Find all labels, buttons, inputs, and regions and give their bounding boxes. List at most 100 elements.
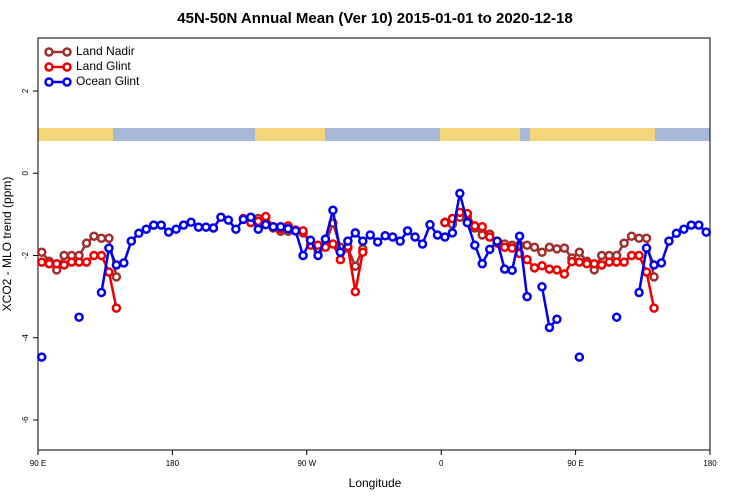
x-tick-label: 180	[166, 459, 180, 468]
data-point	[611, 312, 622, 322]
data-point	[641, 233, 652, 243]
data-point	[290, 226, 301, 236]
data-point	[81, 238, 92, 248]
data-point	[74, 312, 84, 322]
data-point	[417, 239, 428, 249]
data-point	[208, 223, 219, 233]
data-point	[111, 303, 122, 313]
data-point	[477, 230, 488, 240]
data-point	[484, 244, 495, 255]
data-point	[134, 228, 144, 239]
data-point	[671, 228, 682, 239]
data-point	[626, 231, 637, 241]
x-axis-label: Longitude	[349, 476, 402, 490]
data-point	[619, 257, 629, 267]
x-tick-label: 90 E	[30, 459, 46, 468]
data-point	[104, 233, 114, 243]
data-point	[246, 212, 256, 223]
data-point	[268, 221, 278, 232]
data-point	[649, 303, 659, 313]
data-point	[567, 256, 577, 267]
y-axis-label: XCO2 - MLO trend (ppm)	[0, 177, 14, 312]
data-point	[634, 250, 644, 261]
data-point	[574, 352, 585, 362]
land-strip	[255, 128, 325, 141]
data-point	[96, 233, 107, 243]
data-point	[238, 214, 249, 225]
data-point	[44, 258, 54, 269]
x-tick-label: 180	[703, 459, 717, 468]
data-point	[171, 224, 181, 234]
data-point	[574, 247, 585, 257]
data-point	[283, 224, 293, 234]
data-point	[440, 232, 450, 242]
data-point	[470, 221, 480, 231]
data-point	[694, 220, 704, 230]
x-tick-label: 90 E	[567, 459, 583, 468]
data-point	[507, 243, 517, 253]
data-point	[96, 250, 107, 261]
data-point	[81, 257, 92, 267]
data-point	[462, 217, 473, 228]
series-line	[41, 211, 656, 309]
y-tick-label: -4	[21, 334, 30, 342]
data-point	[499, 264, 510, 274]
data-point	[320, 234, 331, 244]
data-point	[395, 236, 405, 246]
data-point	[559, 269, 570, 279]
data-point	[328, 205, 338, 216]
data-point	[582, 258, 592, 269]
data-point	[649, 272, 659, 282]
legend-swatch-marker	[44, 47, 54, 57]
x-tick-label: 0	[439, 459, 444, 468]
data-point	[36, 247, 47, 257]
data-point	[455, 188, 465, 199]
x-tick-label: 90 W	[297, 459, 316, 468]
data-point	[492, 236, 502, 246]
data-point	[111, 260, 122, 270]
legend-label: Land Nadir	[76, 44, 135, 58]
data-point	[141, 224, 152, 234]
data-point	[514, 231, 525, 241]
data-point	[36, 257, 47, 267]
data-point	[537, 261, 547, 271]
data-point	[178, 220, 189, 230]
data-point	[596, 260, 607, 270]
data-point	[275, 221, 286, 232]
data-point	[410, 232, 420, 242]
data-point	[649, 260, 659, 270]
plot-frame	[37, 37, 711, 451]
data-point	[51, 258, 62, 269]
data-point	[260, 219, 271, 230]
legend-swatch-marker	[44, 77, 54, 87]
data-point	[537, 247, 547, 257]
data-point	[186, 217, 196, 227]
data-point	[223, 215, 234, 225]
data-point	[96, 287, 107, 298]
chart-title: 45N-50N Annual Mean (Ver 10) 2015-01-01 …	[177, 10, 572, 27]
data-point	[36, 352, 47, 362]
data-point	[387, 232, 398, 242]
y-tick-label: 0	[21, 171, 30, 176]
data-point	[358, 236, 368, 246]
data-point	[589, 258, 600, 269]
data-point	[537, 282, 547, 292]
data-point	[470, 240, 480, 250]
legend-swatch-marker	[62, 77, 72, 87]
data-point	[298, 226, 308, 236]
data-point	[477, 258, 488, 269]
data-point	[626, 250, 637, 261]
data-point	[686, 220, 697, 230]
data-point	[119, 258, 129, 268]
data-point	[216, 212, 226, 223]
data-point	[253, 224, 264, 234]
data-point	[156, 220, 166, 230]
data-point	[305, 235, 316, 246]
data-point	[604, 257, 614, 267]
data-point	[350, 261, 361, 271]
data-point	[522, 240, 532, 250]
data-point	[201, 222, 211, 232]
data-point	[335, 247, 346, 257]
